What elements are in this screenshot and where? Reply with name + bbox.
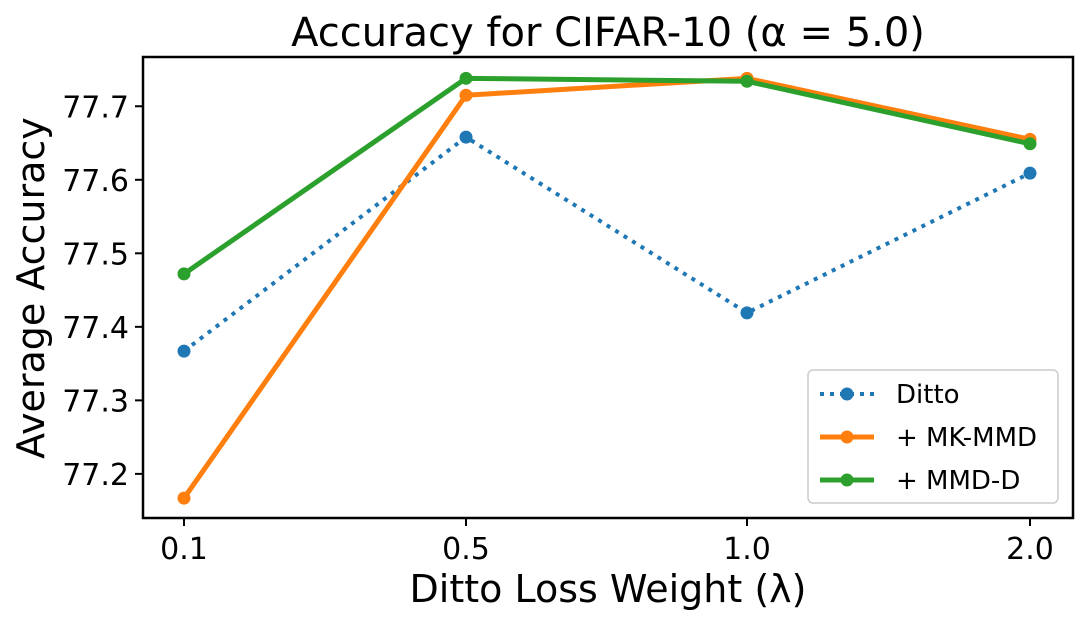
- legend-marker: [840, 387, 854, 401]
- plot-frame: [141, 55, 1075, 520]
- legend-marker: [840, 473, 854, 487]
- data-point: [740, 306, 754, 320]
- y-tick-label: 77.4: [62, 311, 129, 346]
- y-tick-label: 77.5: [62, 237, 129, 272]
- x-tick-label: 2.0: [1006, 532, 1054, 567]
- data-point: [177, 267, 191, 281]
- x-tick-label: 0.5: [442, 532, 490, 567]
- y-tick-label: 77.6: [62, 164, 129, 199]
- legend-box: [807, 369, 1059, 504]
- axis-ticks: 0.1 0.5 1.0 2.0 77.2 77.3 77.4 77.5 77.6 77.7: [62, 90, 1054, 567]
- series-line-0: [182, 135, 1031, 353]
- y-tick-label: 77.7: [62, 90, 129, 125]
- x-tick-label: 0.1: [160, 532, 208, 567]
- data-point: [1023, 166, 1037, 180]
- y-axis-label: Average Accuracy: [9, 117, 53, 459]
- data-point: [459, 130, 473, 144]
- legend-label: Ditto: [896, 380, 960, 410]
- data-point: [459, 88, 473, 102]
- legend-label: + MK-MMD: [896, 423, 1037, 453]
- data-point: [177, 491, 191, 505]
- legend-label: + MMD-D: [896, 466, 1020, 496]
- series-line-1: [181, 75, 1031, 500]
- series-line-2: [182, 75, 1031, 276]
- data-point: [740, 74, 754, 88]
- x-tick-label: 1.0: [723, 532, 771, 567]
- legend: Ditto + MK-MMD + MMD-D: [807, 369, 1059, 504]
- data-point: [177, 344, 191, 358]
- x-axis-label: Ditto Loss Weight (λ): [410, 567, 807, 611]
- y-tick-label: 77.2: [62, 458, 129, 493]
- data-point: [459, 71, 473, 85]
- chart-title: Accuracy for CIFAR-10 (α = 5.0): [291, 10, 925, 56]
- data-point: [1023, 137, 1037, 151]
- legend-marker: [840, 430, 854, 444]
- series-lines: [177, 71, 1037, 505]
- y-tick-label: 77.3: [62, 384, 129, 419]
